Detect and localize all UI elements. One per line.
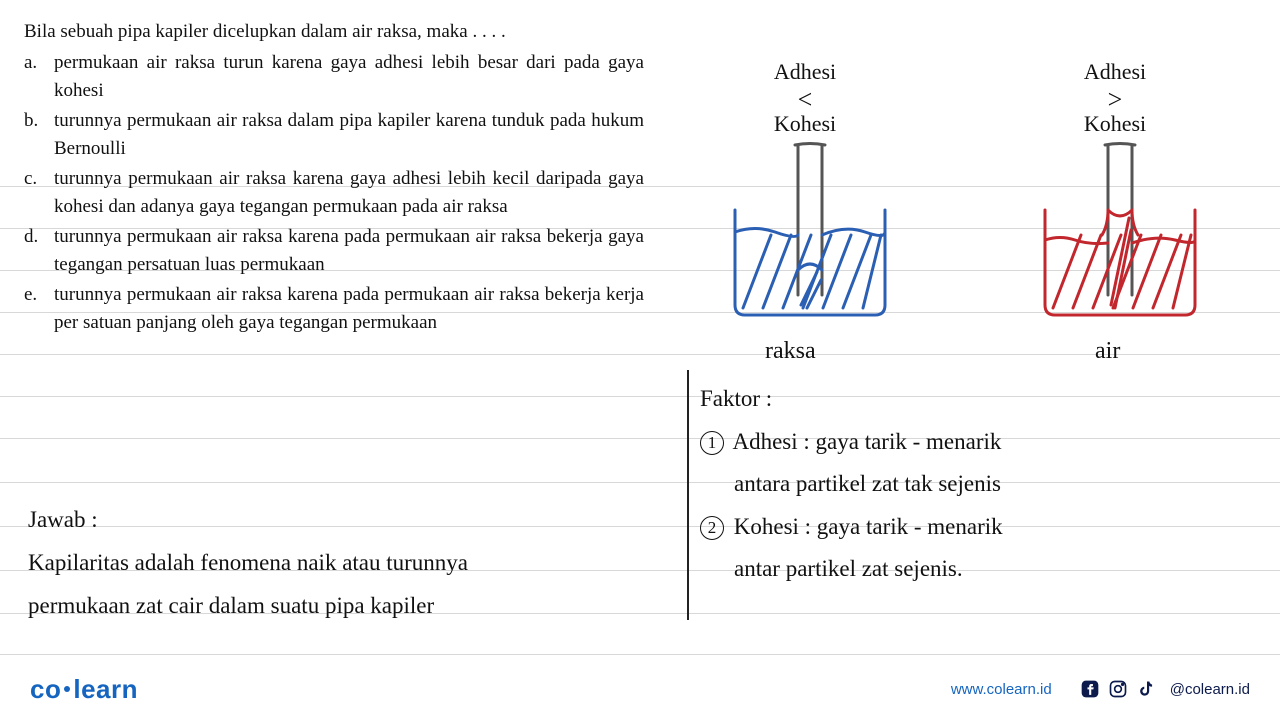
option-text: turunnya permukaan air raksa karena pada… — [54, 281, 644, 338]
option-letter: d. — [24, 223, 54, 252]
footer-url[interactable]: www.colearn.id — [951, 681, 1052, 698]
option-text: permukaan air raksa turun karena gaya ad… — [54, 49, 644, 106]
option-letter: b. — [24, 107, 54, 136]
social-icons: @colearn.id — [1080, 679, 1250, 699]
factor-item-1a: 1 Adhesi : gaya tarik - menarik — [700, 421, 1260, 464]
answer-line-1: Kapilaritas adalah fenomena naik atau tu… — [28, 541, 668, 584]
instagram-icon[interactable] — [1108, 679, 1128, 699]
factor-1-text-b: antara partikel zat tak sejenis — [700, 463, 1260, 506]
option-text: turunnya permukaan air raksa karena pada… — [54, 223, 644, 280]
circled-2: 2 — [700, 516, 724, 540]
options-list: a.permukaan air raksa turun karena gaya … — [24, 49, 644, 338]
option-row: d.turunnya permukaan air raksa karena pa… — [24, 223, 644, 280]
right-label-adhesi: Adhesi — [1065, 60, 1165, 84]
tiktok-icon[interactable] — [1136, 679, 1156, 699]
right-label-kohesi: Kohesi — [1065, 112, 1165, 136]
answer-heading: Jawab : — [28, 498, 668, 541]
option-letter: c. — [24, 165, 54, 194]
brand-logo: colearn — [30, 674, 138, 705]
left-beaker-diagram — [695, 140, 925, 340]
option-letter: e. — [24, 281, 54, 310]
facebook-icon[interactable] — [1080, 679, 1100, 699]
left-beaker-label: raksa — [765, 338, 816, 365]
diagram-area: Adhesi < Kohesi Adhesi > Kohesi raksa ai… — [665, 60, 1265, 370]
left-label-kohesi: Kohesi — [755, 112, 855, 136]
option-text: turunnya permukaan air raksa dalam pipa … — [54, 107, 644, 164]
question-stem: Bila sebuah pipa kapiler dicelupkan dala… — [24, 18, 644, 47]
option-row: a.permukaan air raksa turun karena gaya … — [24, 49, 644, 106]
option-row: b.turunnya permukaan air raksa dalam pip… — [24, 107, 644, 164]
option-text: turunnya permukaan air raksa karena gaya… — [54, 165, 644, 222]
right-beaker-label: air — [1095, 338, 1120, 365]
vertical-divider — [687, 370, 689, 620]
option-row: e.turunnya permukaan air raksa karena pa… — [24, 281, 644, 338]
answer-line-2: permukaan zat cair dalam suatu pipa kapi… — [28, 584, 668, 627]
circled-1: 1 — [700, 431, 724, 455]
option-row: c.turunnya permukaan air raksa karena ga… — [24, 165, 644, 222]
social-handle: @colearn.id — [1170, 681, 1250, 698]
factor-2-text-a: Kohesi : gaya tarik - menarik — [734, 514, 1003, 539]
footer: colearn www.colearn.id @colearn.id — [0, 672, 1280, 706]
factor-notes: Faktor : 1 Adhesi : gaya tarik - menarik… — [700, 378, 1260, 591]
question-block: Bila sebuah pipa kapiler dicelupkan dala… — [24, 18, 644, 338]
factor-1-text-a: Adhesi : gaya tarik - menarik — [732, 429, 1001, 454]
right-beaker-diagram — [1005, 140, 1235, 340]
factor-heading: Faktor : — [700, 378, 1260, 421]
factor-2-text-b: antar partikel zat sejenis. — [700, 548, 1260, 591]
left-label-adhesi: Adhesi — [755, 60, 855, 84]
brand-part-a: co — [30, 674, 61, 704]
brand-dot-icon — [64, 686, 70, 692]
answer-notes: Jawab : Kapilaritas adalah fenomena naik… — [28, 498, 668, 627]
factor-item-2a: 2 Kohesi : gaya tarik - menarik — [700, 506, 1260, 549]
brand-part-b: learn — [73, 674, 138, 704]
option-letter: a. — [24, 49, 54, 78]
